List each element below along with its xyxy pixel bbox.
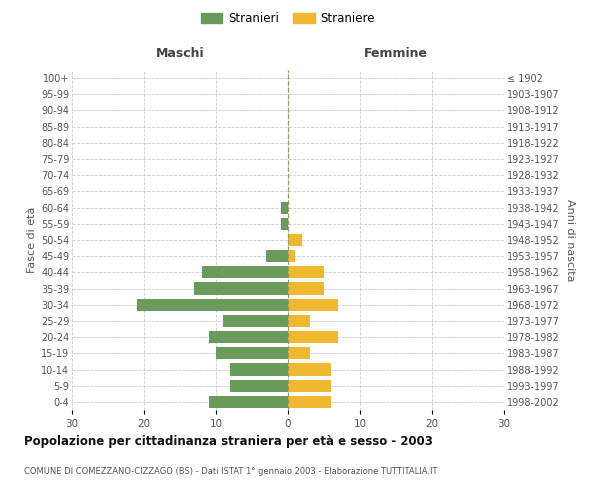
Text: Femmine: Femmine — [364, 48, 428, 60]
Text: Popolazione per cittadinanza straniera per età e sesso - 2003: Popolazione per cittadinanza straniera p… — [24, 435, 433, 448]
Bar — [288, 282, 324, 294]
Bar — [209, 396, 288, 408]
Bar — [288, 364, 331, 376]
Legend: Stranieri, Straniere: Stranieri, Straniere — [197, 8, 379, 28]
Bar — [223, 315, 288, 327]
Bar — [288, 298, 338, 311]
Bar — [281, 202, 288, 213]
Bar — [288, 266, 324, 278]
Bar — [230, 364, 288, 376]
Bar — [194, 282, 288, 294]
Bar — [288, 234, 302, 246]
Bar — [281, 218, 288, 230]
Y-axis label: Fasce di età: Fasce di età — [26, 207, 37, 273]
Y-axis label: Anni di nascita: Anni di nascita — [565, 198, 575, 281]
Bar — [288, 250, 295, 262]
Bar — [288, 315, 310, 327]
Bar — [230, 380, 288, 392]
Bar — [288, 396, 331, 408]
Bar — [288, 348, 310, 360]
Bar — [288, 380, 331, 392]
Bar — [216, 348, 288, 360]
Text: COMUNE DI COMEZZANO-CIZZAGO (BS) - Dati ISTAT 1° gennaio 2003 - Elaborazione TUT: COMUNE DI COMEZZANO-CIZZAGO (BS) - Dati … — [24, 468, 437, 476]
Bar — [288, 331, 338, 343]
Bar — [202, 266, 288, 278]
Bar — [137, 298, 288, 311]
Bar — [209, 331, 288, 343]
Bar — [266, 250, 288, 262]
Text: Maschi: Maschi — [155, 48, 205, 60]
